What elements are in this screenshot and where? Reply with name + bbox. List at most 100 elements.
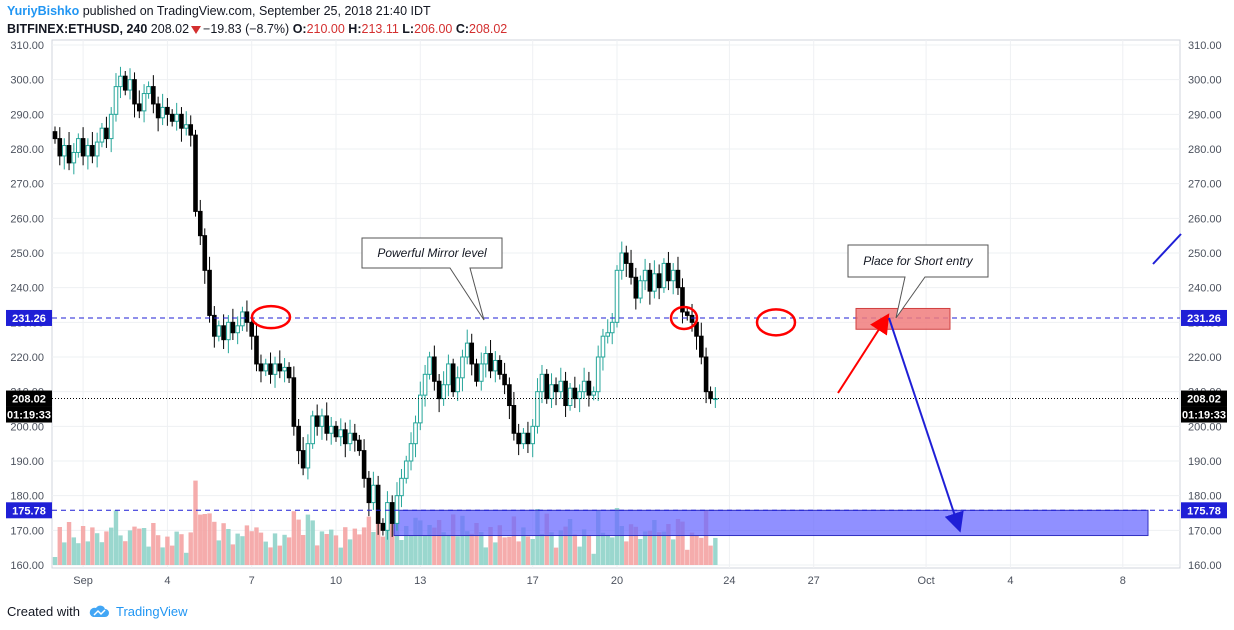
candle-body — [272, 363, 278, 375]
volume-bar — [141, 528, 147, 565]
candle-body — [642, 269, 648, 282]
candle-body — [254, 335, 259, 365]
highlight-circle — [669, 305, 699, 331]
candle-body — [286, 366, 292, 379]
volume-bar — [272, 533, 278, 565]
volume-bar — [432, 527, 437, 565]
candle-body — [277, 363, 283, 372]
y-tick-label-right: 170.00 — [1188, 525, 1222, 537]
blue-down-arrow — [888, 317, 964, 533]
volume-bar — [198, 514, 203, 565]
candle-body — [544, 373, 550, 400]
volume-bar — [558, 530, 563, 565]
volume-bar — [408, 535, 414, 565]
countdown-badge-right-text: 01:19:33 — [1182, 410, 1226, 422]
y-tick-label-left: 160.00 — [10, 560, 44, 572]
y-tick-label-left: 260.00 — [10, 213, 44, 225]
candle-body — [366, 477, 372, 504]
candle-body — [464, 342, 470, 358]
candle-body — [193, 134, 198, 212]
volume-bar — [347, 539, 353, 565]
candle-body — [71, 151, 77, 164]
close-label: C: — [455, 22, 470, 36]
volume-bar — [216, 540, 222, 565]
candle-body — [488, 353, 493, 372]
countdown-badge-left — [6, 406, 52, 423]
blue-trend-line — [1152, 233, 1182, 265]
volume-bar — [207, 513, 212, 565]
candle-body — [310, 415, 315, 445]
candle-body — [207, 269, 212, 316]
short-callout-text: Place for Short entry — [863, 254, 973, 268]
candle-body — [188, 124, 194, 136]
volume-bar — [628, 524, 634, 565]
volume-bar — [577, 546, 582, 565]
volume-bar — [591, 553, 596, 565]
price-badge-left — [6, 309, 52, 326]
countdown-badge-left-text: 01:19:33 — [7, 410, 51, 422]
candle-body — [226, 321, 231, 341]
volume-bar — [502, 537, 507, 565]
candle-body — [57, 138, 63, 157]
candle-body — [539, 373, 545, 393]
candle-body — [652, 273, 657, 292]
volume-bar — [165, 536, 170, 565]
y-tick-label-left: 190.00 — [10, 456, 44, 468]
volume-bar — [483, 547, 488, 565]
volume-bar — [244, 525, 250, 565]
candle-body — [418, 394, 423, 424]
author-link[interactable]: YuriyBishko — [7, 4, 80, 18]
candle-body — [591, 391, 596, 396]
y-tick-label-left: 300.00 — [10, 75, 44, 87]
candle-body — [197, 210, 203, 237]
volume-bar — [52, 557, 58, 565]
volume-bar — [104, 531, 109, 565]
volume-bar — [90, 527, 95, 565]
y-tick-label-right: 220.00 — [1188, 352, 1222, 364]
candle-body — [581, 380, 587, 393]
volume-bar — [254, 527, 259, 565]
volume-bar — [652, 520, 657, 565]
candle-body — [586, 380, 592, 396]
candle-body — [80, 138, 86, 157]
candle-body — [179, 113, 184, 129]
y-tick-label-right: 290.00 — [1188, 109, 1222, 121]
price-chart[interactable]: 160.00 160.00 170.00 170.00 180.00 180.00 190.… — [0, 0, 1234, 600]
volume-bar — [282, 534, 287, 565]
price-badge-right — [1181, 502, 1227, 519]
price-badge-left — [6, 390, 52, 407]
candle-body — [478, 363, 484, 382]
candle-body — [553, 384, 559, 393]
price-badge-left-text: 208.02 — [12, 394, 46, 406]
tradingview-brand-link[interactable]: TradingView — [115, 604, 188, 619]
candle-body — [469, 342, 475, 365]
x-tick-label: 27 — [808, 575, 820, 587]
volume-bar — [413, 517, 418, 565]
candle-body — [230, 321, 236, 334]
volume-bar — [525, 536, 531, 565]
volume-bar — [221, 523, 226, 565]
candle-body — [333, 425, 339, 438]
candle-body — [558, 380, 564, 393]
price-badge-left-text: 175.78 — [12, 505, 46, 517]
candle-body — [375, 484, 381, 524]
high-value: 213.11 — [361, 22, 399, 36]
volume-bar — [553, 547, 559, 565]
symbol-line: BITFINEX:ETHUSD, 240 208.02 −19.83 (−8.7%… — [7, 22, 507, 36]
candle-body — [563, 380, 568, 407]
price-badge-right-text: 208.02 — [1187, 394, 1221, 406]
volume-bar — [329, 529, 334, 565]
volume-bar — [66, 522, 72, 565]
candle-body — [399, 477, 404, 497]
volume-bar — [535, 509, 540, 565]
candle-body — [600, 335, 606, 358]
y-tick-label-right: 260.00 — [1188, 213, 1222, 225]
volume-bar — [319, 531, 325, 565]
x-tick-label: 17 — [527, 575, 539, 587]
candle-body — [212, 314, 217, 337]
candle-body — [497, 359, 503, 375]
candle-body — [357, 439, 362, 452]
candle-body — [221, 325, 226, 341]
volume-bar — [675, 519, 681, 565]
candle-body — [380, 522, 386, 531]
